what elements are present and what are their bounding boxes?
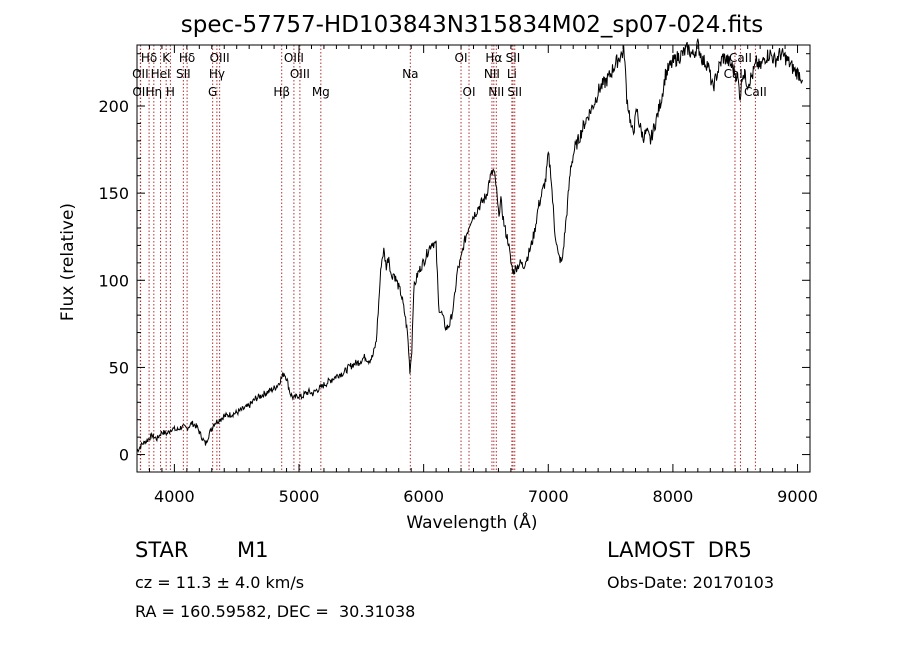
line-marker-label-1: K [162,51,171,65]
line-marker-label-6: Hα [485,51,502,65]
line-marker-label-27: CaII [744,85,767,99]
line-marker-labels: Hδ K Hδ OIII OIII OI Hα SII CaII OII HeI SII Hγ OIII N… [132,51,767,99]
y-tick-label: 100 [98,271,129,290]
plot-frame [136,44,811,473]
y-tick-label: 50 [109,358,129,377]
line-marker-label-10: HeI [151,67,171,81]
line-marker-label-3: OIII [210,51,230,65]
line-marker-label-8: CaII [729,51,752,65]
y-tick-label: 150 [98,184,129,203]
line-marker-label-2: Hδ [179,51,195,65]
x-tick-label: 9000 [777,487,818,506]
line-marker-label-4: OIII [284,51,304,65]
y-axis-label: Flux (relative) [58,203,78,321]
line-marker-label-21: G [208,85,217,99]
y-axis-ticks: 0 50 100 150 200 [98,53,810,473]
survey-name: LAMOST DR5 [607,538,752,562]
line-marker-label-24: OI [463,85,476,99]
coordinates: RA = 160.59582, DEC = 30.31038 [135,602,416,621]
line-marker-label-9: OII [132,67,149,81]
line-marker-label-26: SII [507,85,522,99]
x-tick-label: 4000 [154,487,195,506]
line-marker-label-23: Mg [312,85,330,99]
line-marker-label-12: Hγ [209,67,225,81]
line-markers [139,45,756,472]
line-marker-label-11: SII [176,67,191,81]
line-marker-label-7: SII [506,51,521,65]
line-marker-label-15: NII [484,67,500,81]
x-axis-ticks: 4000 5000 6000 7000 8000 9000 [136,45,818,506]
object-class: STAR [135,538,189,562]
y-tick-label: 0 [119,446,129,465]
y-tick-label: 200 [98,97,129,116]
x-tick-label: 5000 [279,487,320,506]
line-marker-label-18: OII [132,85,149,99]
line-marker-label-5: OI [455,51,468,65]
x-tick-label: 8000 [653,487,694,506]
x-axis-label: Wavelength (Å) [406,511,537,533]
line-marker-label-25: NII [488,85,504,99]
line-marker-label-22: Hβ [273,85,290,99]
x-tick-label: 6000 [403,487,444,506]
object-subclass: M1 [237,538,269,562]
line-marker-label-14: Na [402,67,418,81]
line-marker-label-20: H [166,85,175,99]
spectrum-line [136,38,803,453]
redshift-readout: cz = 11.3 ± 4.0 km/s [135,573,305,592]
line-marker-label-13: OIII [290,67,310,81]
line-marker-label-19: Hη [146,85,163,99]
line-marker-label-16: Li [507,67,517,81]
line-marker-label-0: Hδ [141,51,157,65]
chart-title: spec-57757-HD103843N315834M02_sp07-024.f… [181,12,763,38]
obs-date: Obs-Date: 20170103 [607,573,775,592]
x-tick-label: 7000 [528,487,569,506]
